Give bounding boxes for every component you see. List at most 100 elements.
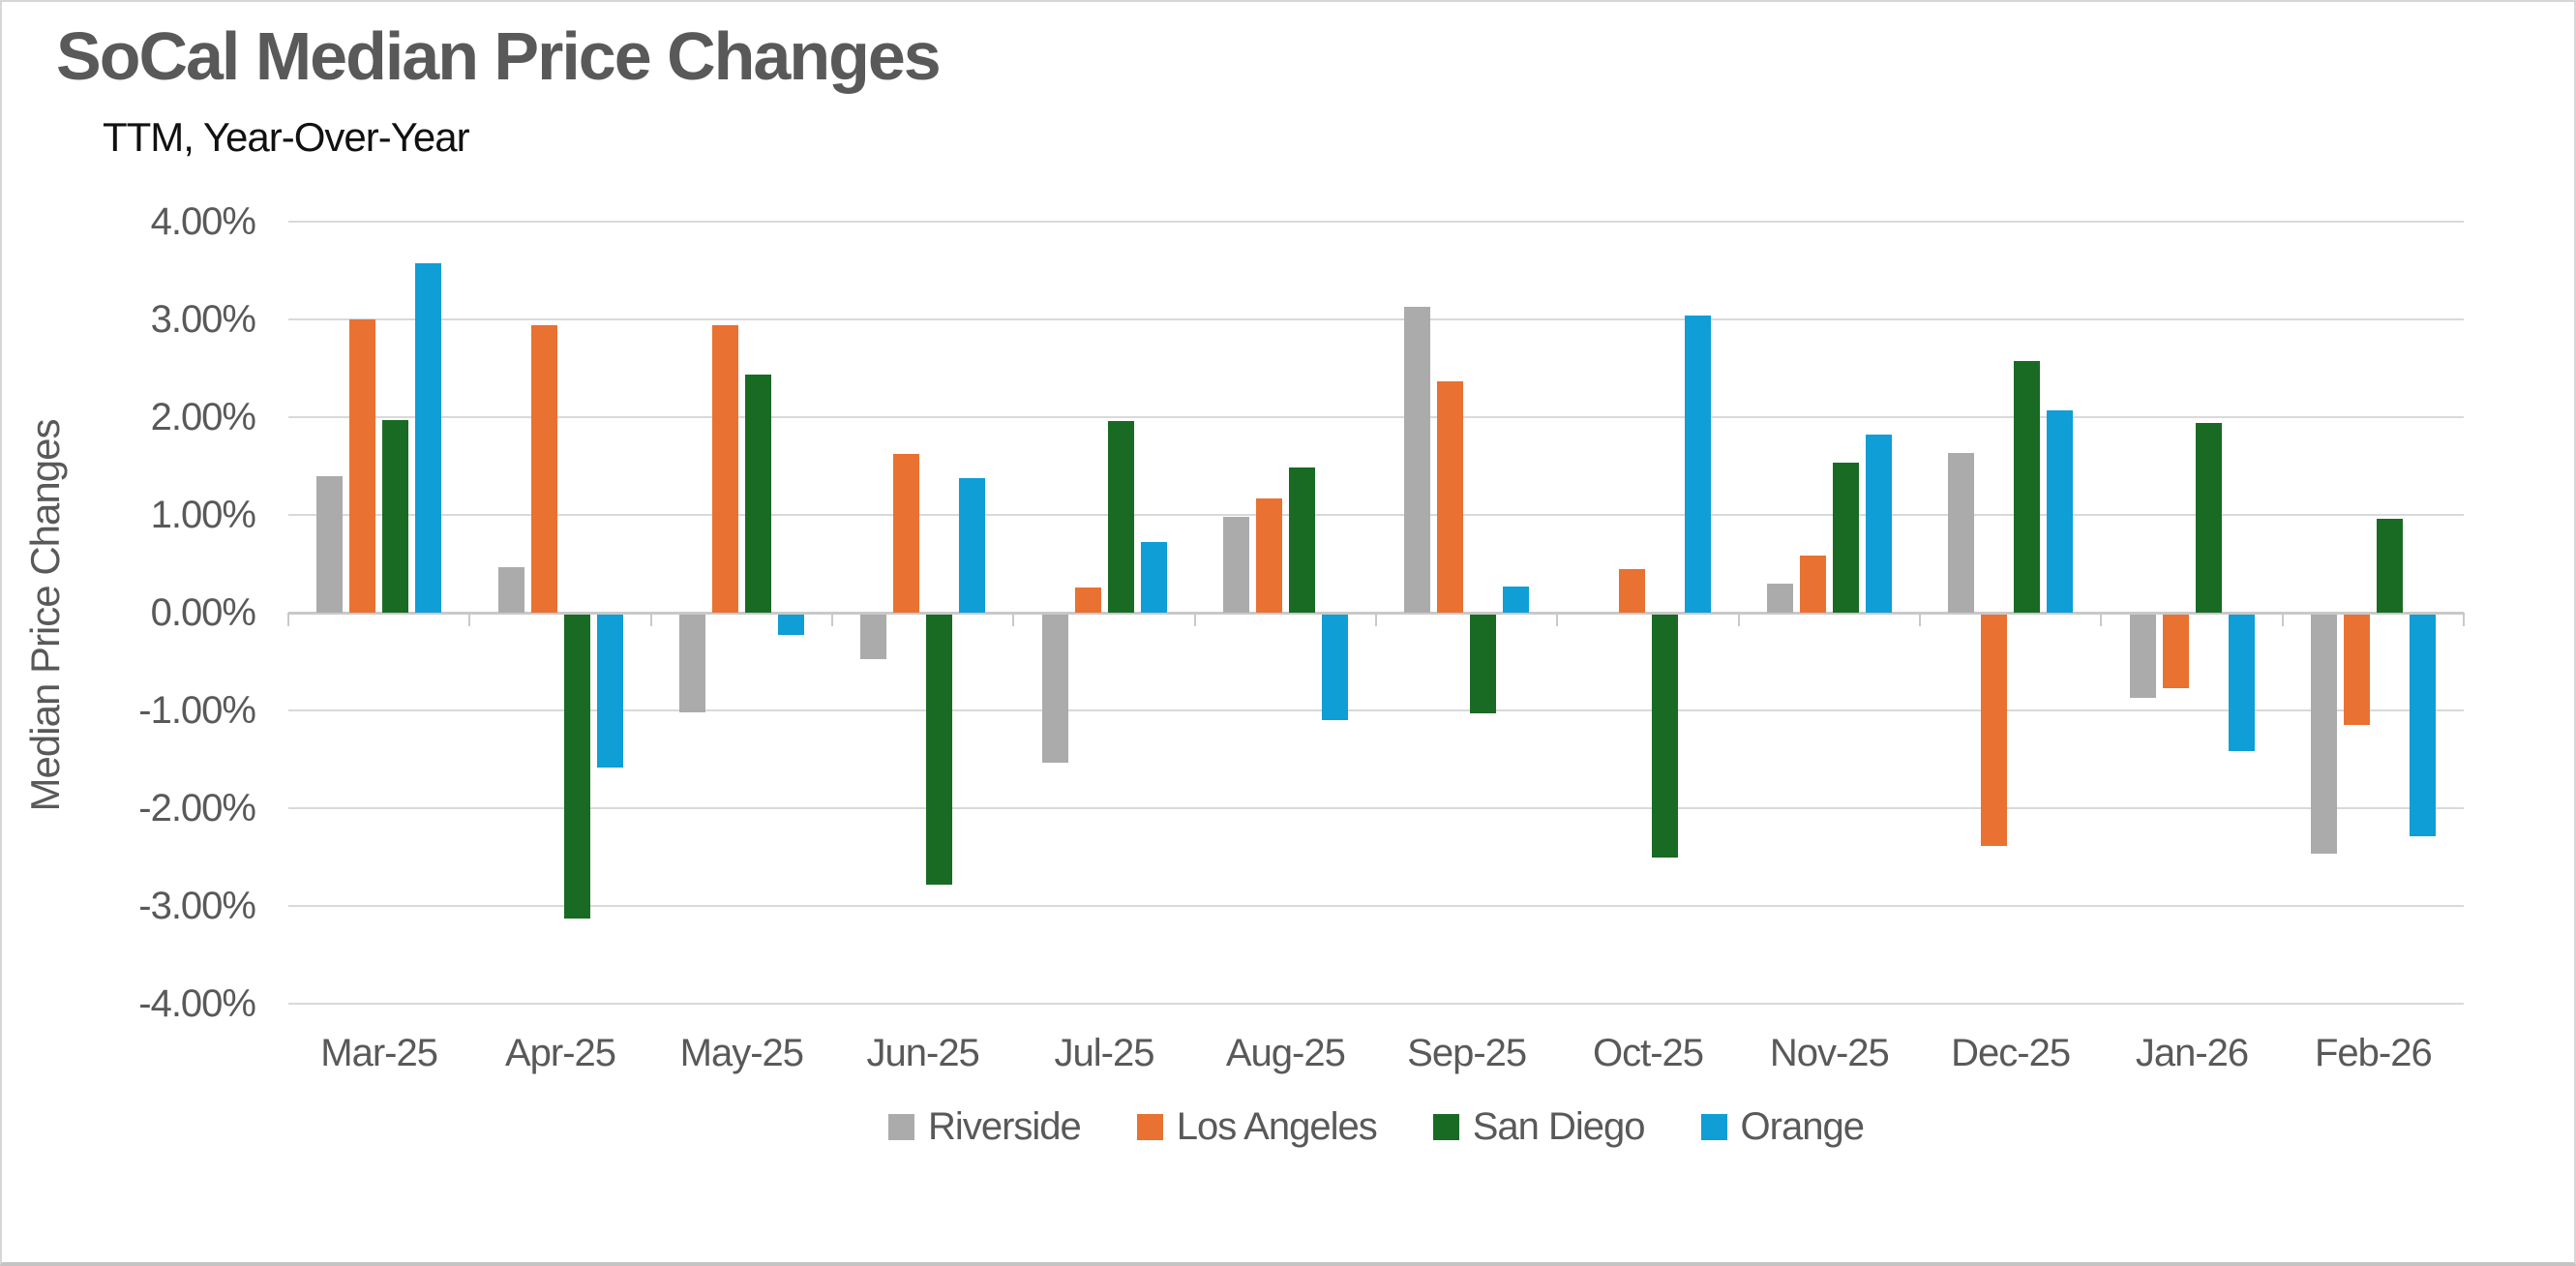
y-tick-label: -3.00%	[138, 885, 256, 927]
bar-los-angeles-sep-25	[1437, 380, 1464, 613]
bar-los-angeles-mar-25	[349, 319, 376, 613]
bar-los-angeles-may-25	[711, 325, 738, 613]
bar-los-angeles-dec-25	[1981, 614, 2008, 846]
bar-los-angeles-apr-25	[530, 325, 557, 613]
gridline	[288, 709, 2464, 711]
bar-san-diego-sep-25	[1470, 614, 1497, 713]
x-tick-label-apr-25: Apr-25	[504, 1032, 616, 1074]
bar-san-diego-mar-25	[382, 420, 409, 613]
gridline	[288, 905, 2464, 907]
bar-los-angeles-jan-26	[2162, 614, 2189, 689]
legend-swatch-icon	[888, 1114, 915, 1140]
bar-san-diego-jan-26	[2195, 423, 2222, 613]
bar-riverside-aug-25	[1222, 517, 1249, 613]
bar-san-diego-feb-26	[2376, 519, 2403, 613]
axis-tick	[468, 613, 471, 626]
y-tick-label: -4.00%	[138, 982, 256, 1025]
bar-san-diego-jun-25	[926, 614, 953, 886]
legend-label: Los Angeles	[1176, 1105, 1378, 1148]
bar-san-diego-aug-25	[1288, 467, 1315, 613]
x-tick-label-nov-25: Nov-25	[1769, 1032, 1890, 1074]
bar-riverside-may-25	[678, 614, 705, 712]
bar-riverside-mar-25	[316, 475, 344, 613]
axis-tick	[287, 613, 289, 626]
bar-orange-jun-25	[959, 477, 986, 613]
axis-tick	[1012, 613, 1015, 626]
bar-orange-mar-25	[415, 263, 442, 613]
bar-los-angeles-oct-25	[1618, 568, 1645, 613]
y-tick-label: 0.00%	[150, 591, 256, 634]
bar-san-diego-jul-25	[1107, 421, 1134, 613]
axis-tick	[2100, 613, 2103, 626]
legend-item-orange: Orange	[1700, 1105, 1865, 1149]
bar-orange-jan-26	[2228, 614, 2255, 751]
legend-swatch-icon	[1136, 1114, 1163, 1140]
legend-label: Riverside	[928, 1105, 1082, 1148]
x-tick-label-sep-25: Sep-25	[1407, 1032, 1527, 1074]
y-tick-label: 3.00%	[150, 298, 256, 341]
legend-item-los-angeles: Los Angeles	[1136, 1105, 1378, 1149]
y-tick-label: -1.00%	[138, 689, 256, 732]
bar-riverside-apr-25	[497, 566, 524, 613]
x-tick-label-jun-25: Jun-25	[866, 1032, 980, 1074]
bar-los-angeles-jun-25	[893, 454, 920, 613]
axis-tick	[2281, 613, 2284, 626]
gridline	[288, 514, 2464, 516]
gridline	[288, 221, 2464, 223]
bar-riverside-jul-25	[1041, 614, 1068, 764]
bar-riverside-jun-25	[860, 614, 887, 659]
x-tick-label-jan-26: Jan-26	[2135, 1032, 2249, 1074]
bar-orange-apr-25	[596, 614, 623, 769]
bar-orange-aug-25	[1321, 614, 1348, 720]
bar-riverside-dec-25	[1948, 453, 1975, 613]
legend-label: Orange	[1740, 1105, 1865, 1148]
bar-riverside-nov-25	[1766, 583, 1793, 613]
x-tick-label-dec-25: Dec-25	[1951, 1032, 2071, 1074]
legend-label: San Diego	[1472, 1105, 1646, 1148]
legend-swatch-icon	[1700, 1114, 1727, 1140]
y-tick-label: -2.00%	[138, 787, 256, 829]
axis-tick	[1193, 613, 1196, 626]
bar-los-angeles-aug-25	[1255, 497, 1282, 613]
bar-san-diego-oct-25	[1651, 614, 1678, 858]
y-tick-label: 4.00%	[150, 200, 256, 243]
axis-tick	[2463, 613, 2465, 626]
x-tick-label-aug-25: Aug-25	[1225, 1032, 1346, 1074]
x-tick-label-feb-26: Feb-26	[2314, 1032, 2433, 1074]
bar-orange-may-25	[777, 614, 804, 635]
bar-san-diego-nov-25	[1832, 463, 1859, 613]
bar-los-angeles-jul-25	[1074, 587, 1101, 613]
gridline	[288, 318, 2464, 320]
bar-orange-jul-25	[1140, 542, 1167, 613]
chart-subtitle: TTM, Year-Over-Year	[103, 114, 470, 160]
axis-tick	[649, 613, 652, 626]
legend-item-riverside: Riverside	[888, 1105, 1082, 1149]
bar-los-angeles-nov-25	[1799, 556, 1826, 613]
axis-tick	[831, 613, 833, 626]
x-tick-label-jul-25: Jul-25	[1054, 1032, 1155, 1074]
gridline	[288, 1003, 2464, 1005]
bar-orange-feb-26	[2409, 614, 2436, 836]
legend-item-san-diego: San Diego	[1432, 1105, 1646, 1149]
bar-san-diego-may-25	[744, 374, 771, 613]
bar-san-diego-dec-25	[2014, 361, 2041, 613]
bar-san-diego-apr-25	[563, 614, 590, 919]
x-tick-label-mar-25: Mar-25	[320, 1032, 438, 1074]
bar-riverside-jan-26	[2129, 614, 2156, 699]
bar-orange-oct-25	[1684, 315, 1711, 613]
axis-tick	[1556, 613, 1559, 626]
bar-riverside-feb-26	[2310, 614, 2337, 854]
gridline	[288, 416, 2464, 418]
axis-tick	[1919, 613, 1921, 626]
legend-swatch-icon	[1432, 1114, 1459, 1140]
y-tick-label: 2.00%	[150, 396, 256, 438]
bar-orange-nov-25	[1865, 435, 1892, 613]
plot-area	[287, 221, 2465, 1005]
bar-los-angeles-feb-26	[2343, 614, 2370, 725]
bar-riverside-sep-25	[1404, 306, 1431, 613]
y-tick-label: 1.00%	[150, 494, 256, 536]
x-tick-label-may-25: May-25	[679, 1032, 804, 1074]
axis-tick	[1375, 613, 1377, 626]
axis-tick	[1737, 613, 1740, 626]
